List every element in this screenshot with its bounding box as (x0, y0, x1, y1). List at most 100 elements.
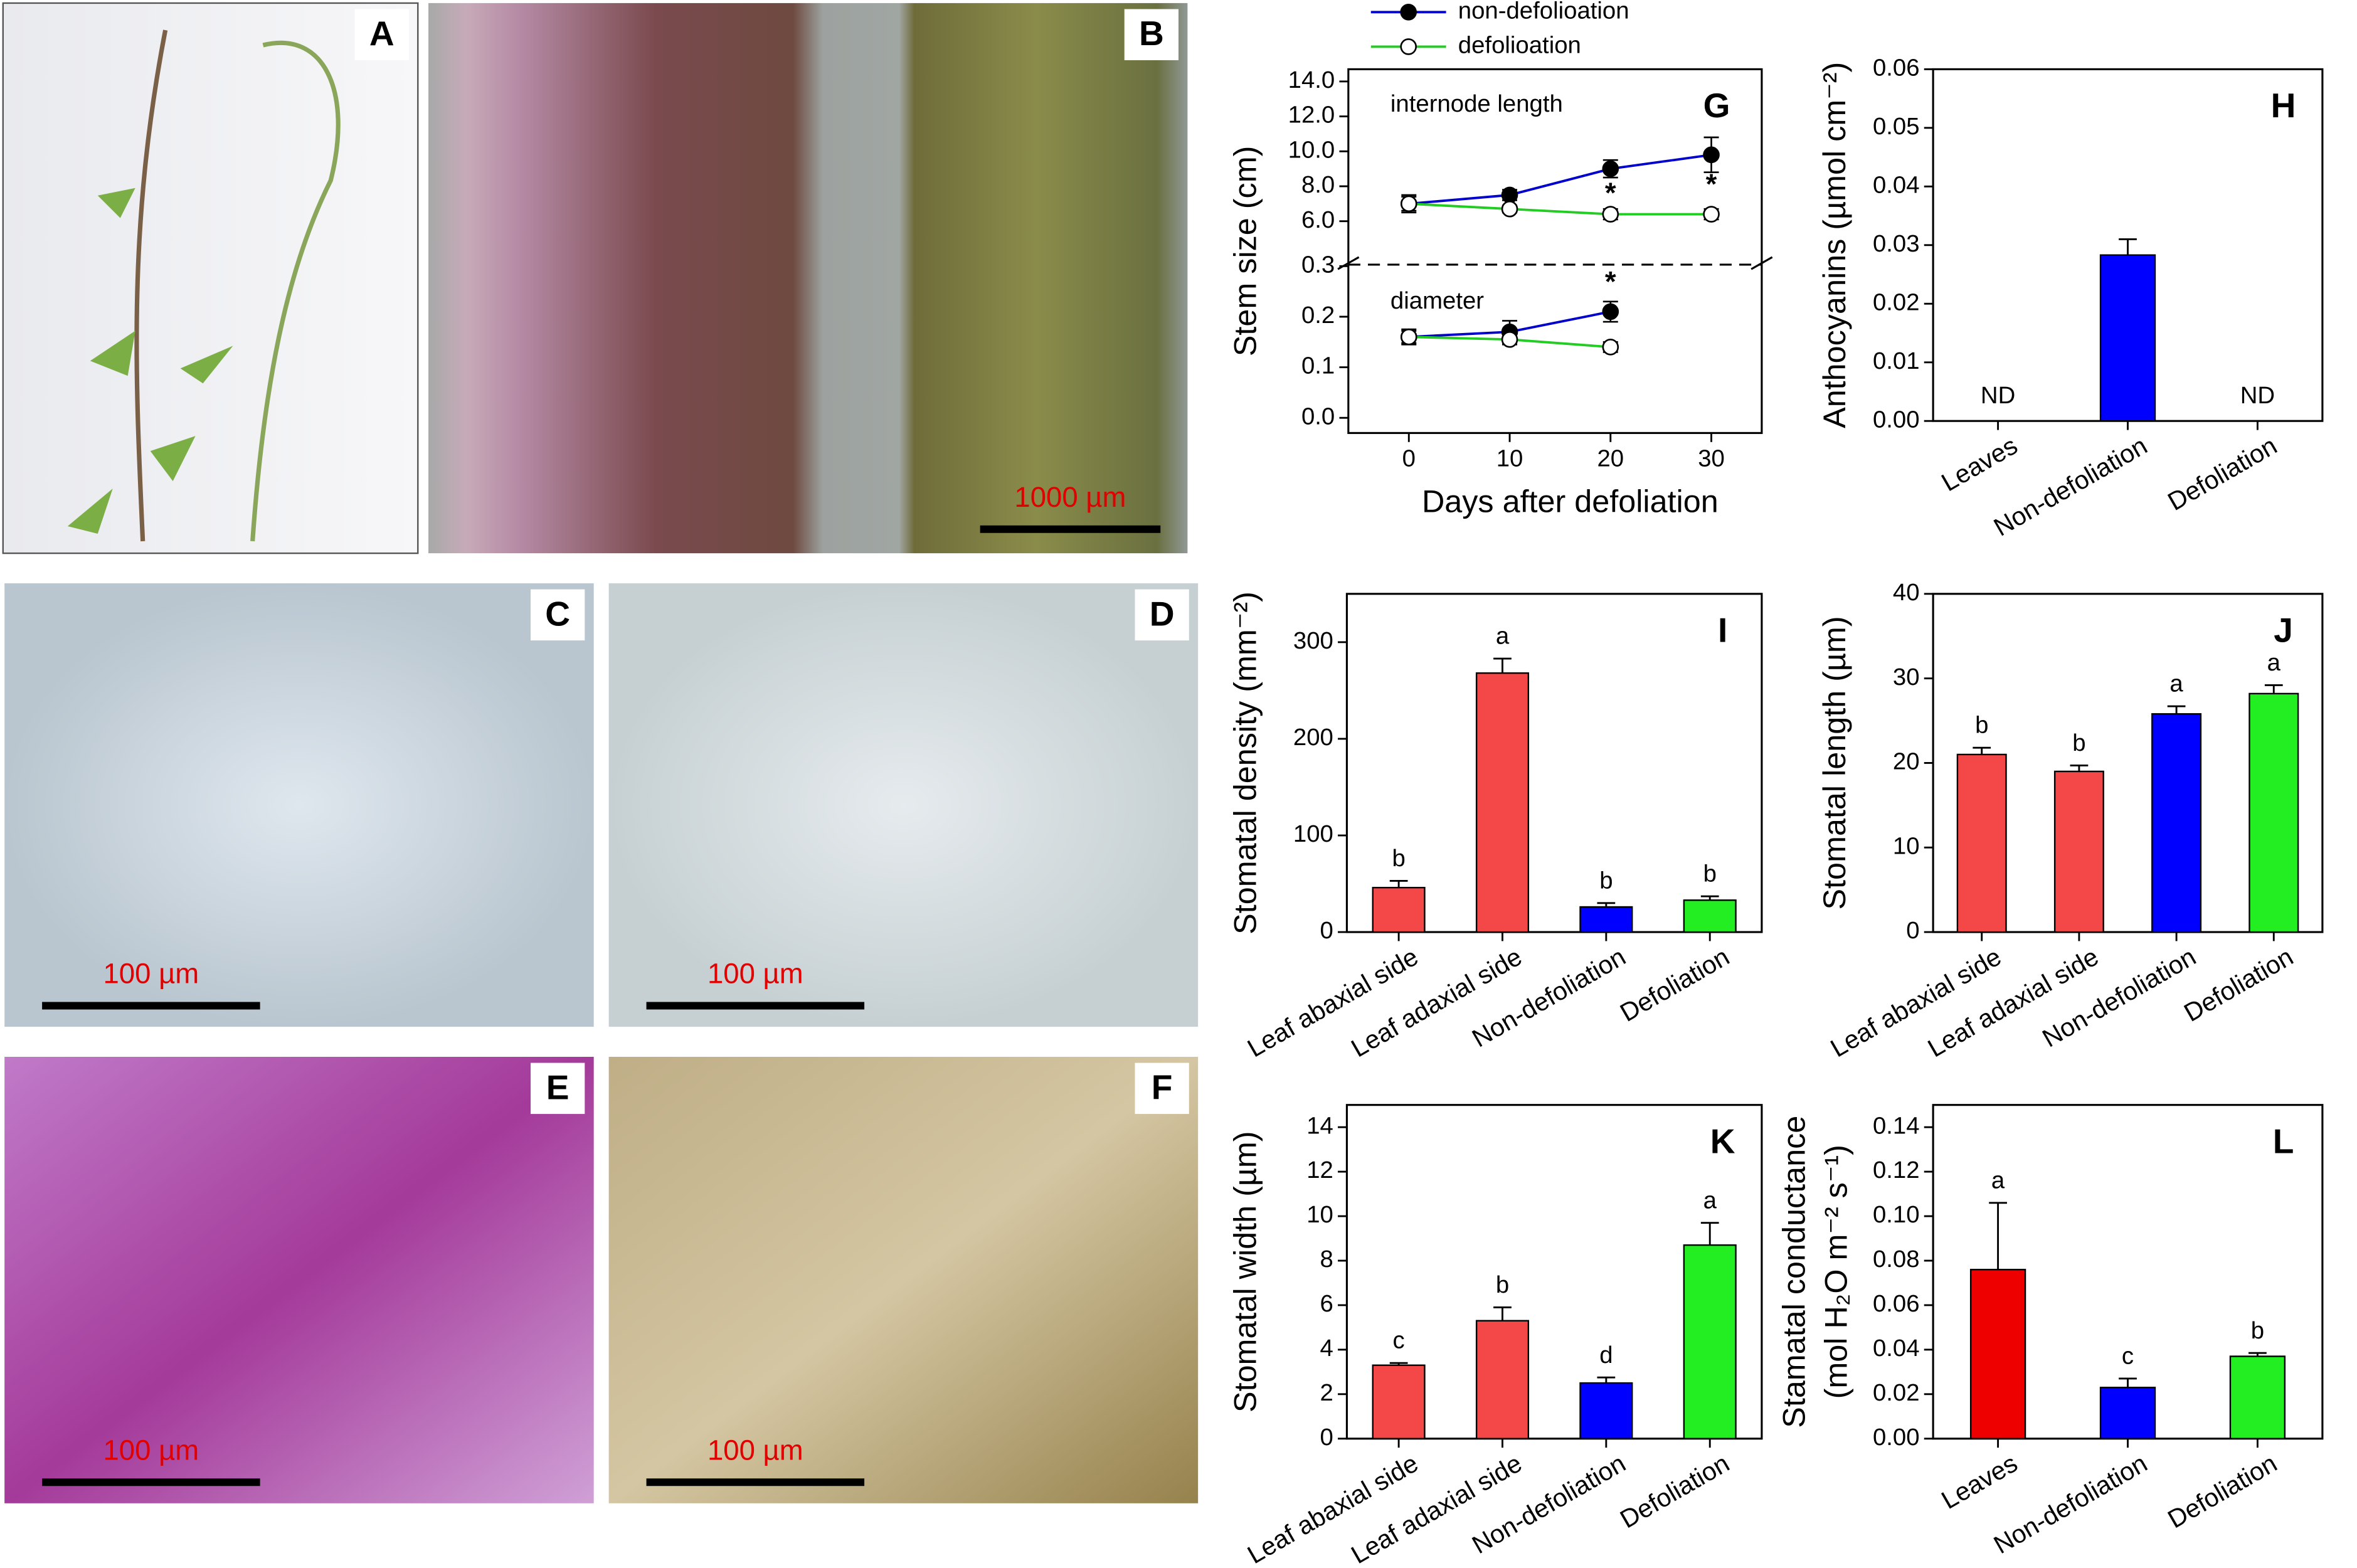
y-tick-label: 0.02 (1873, 289, 1920, 315)
y-axis-title: Stomatal length (µm) (1816, 616, 1852, 909)
panel-label: I (1718, 611, 1727, 650)
bar (1372, 1364, 1426, 1439)
bar (2053, 770, 2104, 933)
error-bar (1493, 657, 1512, 674)
bar (2229, 1355, 2286, 1439)
legend-entry: defolioation (1370, 32, 1581, 59)
y-tick-label: 300 (1293, 627, 1333, 654)
scale-bar-label: 100 µm (103, 1434, 199, 1466)
marker (1703, 146, 1720, 164)
x-tick-label: Defoliation (1615, 942, 1734, 1027)
y-tick-label: 6 (1320, 1290, 1333, 1317)
error-bar (1597, 1376, 1616, 1384)
error-bar (1989, 1202, 2007, 1270)
annotation: * (1605, 266, 1616, 298)
marker (1602, 206, 1619, 223)
marker (1501, 200, 1518, 218)
error-bar (2119, 238, 2137, 255)
y-tick-label: 0.02 (1873, 1379, 1920, 1406)
x-tick-label: Leaf abaxial side (1242, 1448, 1423, 1568)
y-tick-label: 0 (1320, 917, 1333, 944)
plot-frame (1345, 1104, 1763, 1440)
error-bar (1493, 1306, 1512, 1321)
y-tick-label: 0.12 (1873, 1157, 1920, 1184)
annotation: * (1706, 168, 1717, 200)
break-mark (1337, 256, 1773, 270)
legend-marker (1400, 4, 1417, 21)
panel-label-box (1135, 1062, 1189, 1115)
value-label: ND (2240, 382, 2275, 409)
x-tick-label: Leaf abaxial side (1826, 942, 2006, 1063)
x-axis-title: Days after defoliation (1422, 483, 1719, 519)
significance-letter: a (2169, 670, 2183, 697)
y-axis-title: Stomatal width (µm) (1227, 1131, 1263, 1412)
error-bar (2248, 1352, 2267, 1357)
photo-e (4, 1056, 594, 1503)
y-tick-label: 2 (1320, 1379, 1333, 1406)
y-tick-label: 10.0 (1288, 136, 1335, 163)
error-bar (2070, 765, 2089, 771)
y-tick-label: 200 (1293, 724, 1333, 751)
y-tick-label: 20 (1893, 748, 1920, 775)
error-bar (2167, 705, 2186, 714)
significance-letter: b (1975, 712, 1988, 739)
significance-letter: b (1496, 1271, 1509, 1298)
y-tick-label: 0.3 (1301, 251, 1335, 278)
marker (1501, 186, 1518, 204)
error-bar (1700, 1222, 1719, 1246)
y-tick-label: 0.2 (1301, 302, 1335, 329)
plot-frame (1345, 593, 1763, 933)
y-tick-label: 0.10 (1873, 1201, 1920, 1228)
x-tick-label: Leaf adaxial side (1346, 942, 1527, 1063)
y-tick-label: 0 (1320, 1424, 1333, 1451)
y-tick-label: 100 (1293, 820, 1333, 847)
y-tick-label: 12 (1306, 1157, 1333, 1184)
plot-frame (1347, 68, 1763, 434)
segment-label: internode length (1390, 90, 1563, 117)
panel-label: C (545, 594, 570, 633)
bar (2099, 1386, 2156, 1439)
marker (1400, 328, 1417, 346)
bar (1579, 1382, 1633, 1439)
panel-label: K (1710, 1122, 1735, 1161)
significance-letter: b (1599, 867, 1613, 894)
bar (1372, 887, 1426, 933)
bar (2099, 254, 2156, 422)
y-tick-label: 4 (1320, 1335, 1333, 1362)
scale-bar-label: 100 µm (707, 958, 803, 990)
x-tick-label: Leaf adaxial side (1346, 1448, 1527, 1568)
x-tick-label: 10 (1496, 445, 1523, 472)
y-tick-label: 0.06 (1873, 1290, 1920, 1317)
x-tick-label: Defoliation (2179, 942, 2298, 1027)
y-axis-title: Stem size (cm) (1227, 146, 1263, 357)
significance-letter: d (1599, 1342, 1613, 1369)
x-tick-label: 0 (1402, 445, 1416, 472)
x-tick-label: 30 (1698, 445, 1725, 472)
y-tick-label: 0.05 (1873, 113, 1920, 140)
panel-label: D (1150, 594, 1175, 633)
photo-d (608, 583, 1199, 1027)
bar (1475, 672, 1530, 933)
x-tick-label: Leaves (1936, 1448, 2022, 1515)
y-tick-label: 0.03 (1873, 230, 1920, 257)
y-tick-label: 0.00 (1873, 1424, 1920, 1451)
significance-letter: b (1392, 845, 1405, 872)
bar (1956, 753, 2007, 933)
bar (1475, 1320, 1530, 1439)
bar (1683, 899, 1737, 933)
error-bar (2264, 684, 2283, 694)
panel-label-box (531, 1062, 585, 1115)
photo-c (4, 583, 594, 1027)
y-tick-label: 0.04 (1873, 1335, 1920, 1362)
bar (2151, 713, 2202, 933)
x-tick-label: Leaf abaxial side (1242, 942, 1423, 1063)
y-tick-label: 0.04 (1873, 171, 1920, 198)
y-axis-title: Anthocyanins (µmol cm⁻²) (1816, 62, 1852, 428)
error-bar (1597, 902, 1616, 908)
bar (1579, 906, 1633, 933)
marker (1602, 303, 1619, 320)
y-tick-label: 10 (1306, 1201, 1333, 1228)
panel-label: J (2274, 611, 2293, 650)
